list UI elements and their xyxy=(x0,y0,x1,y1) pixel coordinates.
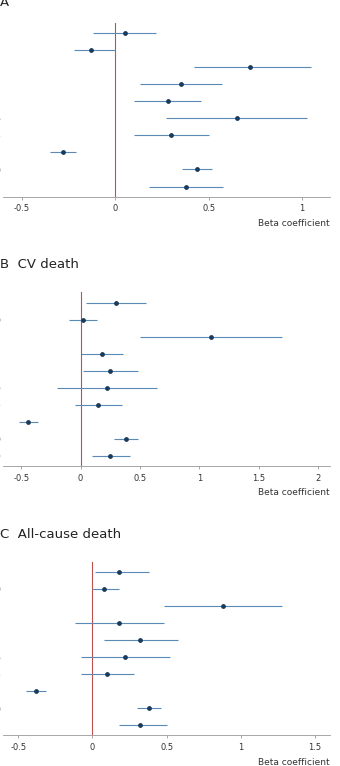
Point xyxy=(137,633,142,646)
Point xyxy=(96,398,101,411)
Point xyxy=(33,685,39,697)
Point xyxy=(104,381,109,394)
Point xyxy=(195,163,200,175)
Text: C  All-cause death: C All-cause death xyxy=(0,528,121,541)
Point xyxy=(88,44,94,57)
Point xyxy=(137,719,142,732)
Point xyxy=(220,600,226,612)
Point xyxy=(107,365,113,377)
Point xyxy=(247,61,252,74)
Point xyxy=(165,95,170,107)
X-axis label: Beta coefficient: Beta coefficient xyxy=(258,219,330,228)
Point xyxy=(208,330,214,342)
Point xyxy=(116,566,122,578)
Point xyxy=(114,296,119,309)
Point xyxy=(61,146,66,159)
Text: B  CV death: B CV death xyxy=(0,258,79,271)
X-axis label: Beta coefficient: Beta coefficient xyxy=(258,488,330,497)
Point xyxy=(102,583,107,595)
Point xyxy=(169,129,174,142)
X-axis label: Beta coefficient: Beta coefficient xyxy=(258,758,330,766)
Point xyxy=(80,313,86,326)
Point xyxy=(184,180,189,192)
Point xyxy=(122,27,128,39)
Point xyxy=(123,433,129,445)
Point xyxy=(122,651,128,663)
Text: A: A xyxy=(0,0,9,9)
Point xyxy=(178,78,183,90)
Point xyxy=(234,113,239,125)
Point xyxy=(99,348,105,360)
Point xyxy=(26,416,31,428)
Point xyxy=(107,450,113,462)
Point xyxy=(104,668,110,680)
Point xyxy=(146,702,152,714)
Point xyxy=(116,617,122,629)
